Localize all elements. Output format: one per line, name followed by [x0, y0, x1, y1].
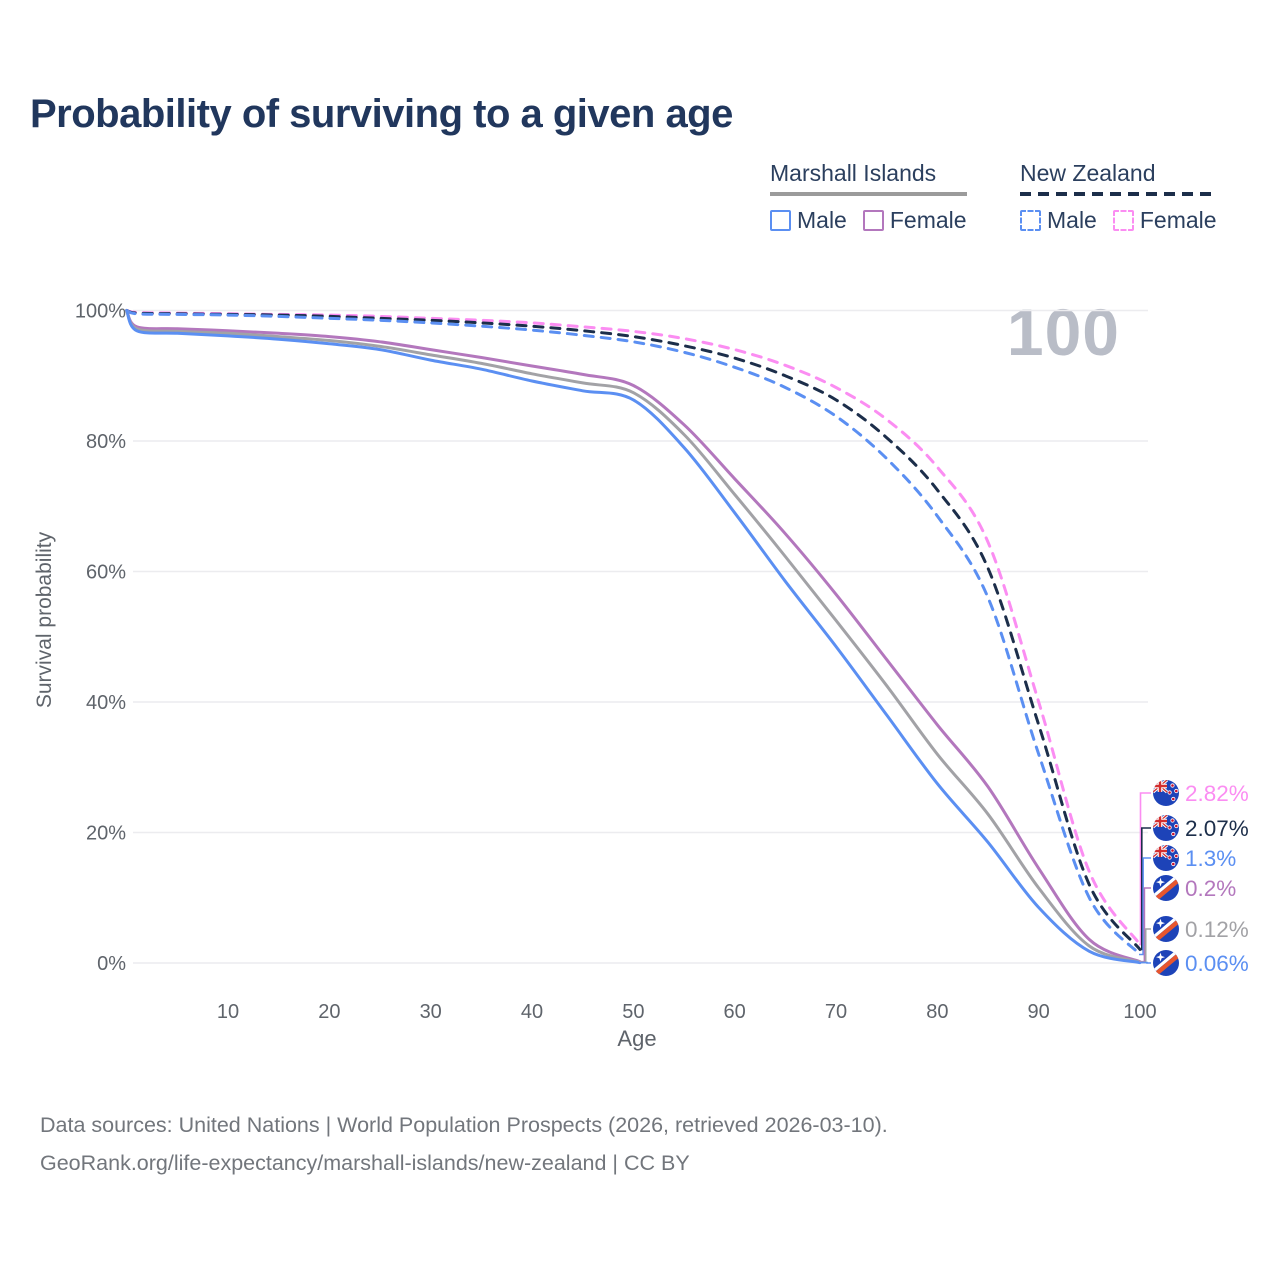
legend-item-nz-male[interactable]: Male — [1020, 207, 1097, 234]
dashed-line-key — [1020, 192, 1217, 196]
x-tick-label: 10 — [217, 1001, 239, 1023]
marshall-female-swatch-icon — [862, 210, 884, 231]
marshall-male-swatch-icon — [770, 210, 791, 231]
end-value-label: 0.12% — [1185, 917, 1249, 942]
data-sources-line: Data sources: United Nations | World Pop… — [40, 1113, 888, 1137]
x-tick-label: 80 — [926, 1001, 948, 1023]
x-tick-label: 50 — [622, 1001, 644, 1023]
x-tick-label: 60 — [724, 1001, 746, 1023]
x-tick-label: 20 — [318, 1001, 340, 1023]
legend-group-new-zealand: New Zealand Male Female — [1020, 160, 1217, 234]
end-value-label: 0.06% — [1185, 951, 1249, 976]
end-value-label: 2.82% — [1185, 781, 1249, 806]
legend-item-label: Male — [797, 207, 847, 233]
leader-line — [1139, 827, 1151, 951]
leader-line — [1139, 792, 1151, 946]
legend-item-label: Female — [1139, 207, 1217, 233]
series-line-new-zealand-both-sexes[interactable] — [125, 309, 1142, 951]
legend-group-title: New Zealand — [1020, 160, 1156, 186]
legend-item-label: Female — [889, 207, 967, 233]
solid-line-key — [770, 192, 967, 196]
page-title: Probability of surviving to a given age — [30, 92, 733, 136]
legend-item-label: Male — [1047, 207, 1097, 233]
nz-flag-icon — [1153, 815, 1179, 841]
mi-flag-icon — [1149, 873, 1183, 903]
y-axis-title: Survival probability — [33, 531, 56, 709]
y-tick-label: 20% — [86, 823, 126, 845]
footer: Data sources: United Nations | World Pop… — [40, 1106, 888, 1182]
age-cursor-watermark: 100 — [1006, 295, 1120, 369]
x-tick-label: 40 — [521, 1001, 543, 1023]
legend-item-nz-female[interactable]: Female — [1112, 207, 1217, 234]
series-line-new-zealand-female[interactable] — [125, 309, 1142, 947]
y-tick-label: 0% — [97, 953, 126, 975]
legend-group-marshall-islands: Marshall Islands Male Female — [770, 160, 967, 234]
legend-item-marshall-female[interactable]: Female — [862, 207, 967, 234]
series-lines — [125, 309, 1142, 965]
series-line-new-zealand-male[interactable] — [125, 309, 1142, 956]
y-tick-label: 80% — [86, 431, 126, 453]
legend-group-title: Marshall Islands — [770, 160, 937, 186]
x-tick-label: 100 — [1123, 1001, 1156, 1023]
leader-line — [1139, 857, 1151, 956]
mi-flag-icon — [1149, 914, 1183, 944]
y-tick-label: 60% — [86, 562, 126, 584]
series-line-marshall-islands-female[interactable] — [125, 309, 1142, 964]
end-labels: 2.82% 2.07% 1.3% 0.2% 0.12% 0.06% — [1139, 780, 1249, 978]
nz-male-swatch-icon — [1020, 210, 1041, 231]
nz-flag-icon — [1153, 780, 1179, 806]
nz-female-swatch-icon — [1112, 210, 1134, 231]
x-tick-label: 70 — [825, 1001, 847, 1023]
y-tick-label: 100% — [75, 301, 126, 323]
x-axis-title: Age — [617, 1026, 657, 1051]
axis-ticks: 0% 20% 40% 60% 80% 100% 10 20 30 40 50 60 70 80 90 100 — [75, 301, 1157, 1024]
end-value-label: 2.07% — [1185, 816, 1249, 841]
mi-flag-icon — [1149, 948, 1183, 978]
end-value-label: 1.3% — [1185, 846, 1236, 871]
series-line-marshall-islands-male[interactable] — [125, 309, 1142, 965]
x-tick-label: 90 — [1028, 1001, 1050, 1023]
y-tick-label: 40% — [86, 692, 126, 714]
attribution-line: GeoRank.org/life-expectancy/marshall-isl… — [40, 1151, 690, 1175]
nz-flag-icon — [1153, 845, 1179, 871]
legend-item-marshall-male[interactable]: Male — [770, 207, 847, 234]
x-tick-label: 30 — [420, 1001, 442, 1023]
gridlines — [133, 309, 1148, 964]
end-value-label: 0.2% — [1185, 876, 1236, 901]
series-line-marshall-islands-both-sexes[interactable] — [125, 309, 1142, 964]
